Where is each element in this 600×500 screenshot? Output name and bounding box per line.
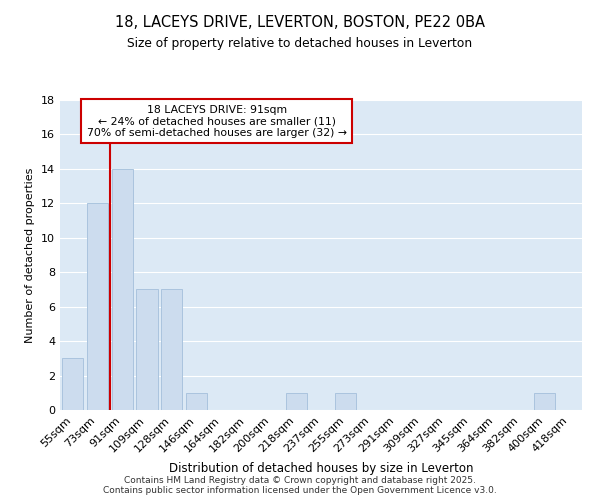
Bar — [335, 393, 356, 410]
Bar — [534, 393, 555, 410]
Bar — [286, 393, 307, 410]
Text: 18, LACEYS DRIVE, LEVERTON, BOSTON, PE22 0BA: 18, LACEYS DRIVE, LEVERTON, BOSTON, PE22… — [115, 15, 485, 30]
X-axis label: Distribution of detached houses by size in Leverton: Distribution of detached houses by size … — [169, 462, 473, 475]
Bar — [112, 169, 133, 410]
Bar — [136, 290, 158, 410]
Text: 18 LACEYS DRIVE: 91sqm
← 24% of detached houses are smaller (11)
70% of semi-det: 18 LACEYS DRIVE: 91sqm ← 24% of detached… — [86, 104, 347, 138]
Bar — [87, 204, 108, 410]
Bar — [62, 358, 83, 410]
Bar — [186, 393, 207, 410]
Y-axis label: Number of detached properties: Number of detached properties — [25, 168, 35, 342]
Text: Size of property relative to detached houses in Leverton: Size of property relative to detached ho… — [127, 38, 473, 51]
Bar — [161, 290, 182, 410]
Text: Contains HM Land Registry data © Crown copyright and database right 2025.
Contai: Contains HM Land Registry data © Crown c… — [103, 476, 497, 495]
